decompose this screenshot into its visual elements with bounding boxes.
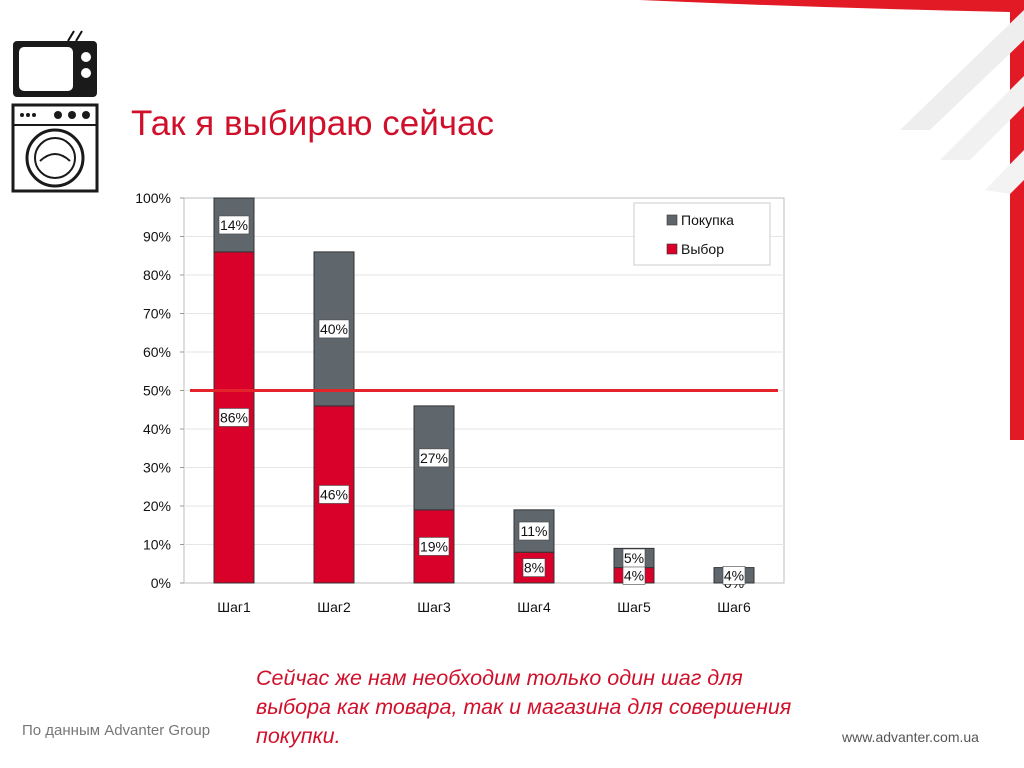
data-label-box — [722, 565, 746, 585]
y-tick-label: 40% — [143, 421, 171, 437]
tv-icon — [13, 30, 97, 97]
y-tick-label: 80% — [143, 267, 171, 283]
x-tick-label: Шаг6 — [717, 599, 751, 615]
data-label-box — [518, 521, 550, 541]
data-label: 4% — [724, 567, 744, 583]
data-label: 8% — [524, 560, 544, 576]
data-label-box — [218, 408, 250, 427]
data-label: 27% — [420, 450, 448, 466]
summary-note: Сейчас же нам необходим только один шаг … — [256, 666, 792, 748]
x-tick-label: Шаг2 — [317, 599, 351, 615]
data-label-box — [318, 319, 350, 339]
y-tick-label: 100% — [135, 190, 171, 206]
x-tick-label: Шаг5 — [617, 599, 651, 615]
y-tick-label: 50% — [143, 383, 171, 399]
legend-entry: Выбор — [681, 241, 724, 257]
x-tick-label: Шаг4 — [517, 599, 551, 615]
website-url: www.advanter.com.ua — [842, 729, 979, 745]
data-label: 5% — [624, 550, 644, 566]
x-tick-label: Шаг3 — [417, 599, 451, 615]
data-label-box — [418, 537, 450, 556]
y-tick-label: 20% — [143, 498, 171, 514]
legend-swatch — [666, 243, 678, 255]
data-label: 40% — [320, 321, 348, 337]
y-tick-label: 10% — [143, 537, 171, 553]
data-label-box — [622, 548, 646, 568]
data-label-box — [318, 485, 350, 504]
slide-title: Так я выбираю сейчас — [131, 104, 494, 143]
data-label: 19% — [420, 538, 448, 554]
y-tick-label: 90% — [143, 229, 171, 245]
legend — [633, 202, 771, 266]
data-label-box — [218, 215, 250, 235]
data-label: 86% — [220, 409, 248, 425]
data-label-box — [522, 558, 546, 577]
y-tick-label: 60% — [143, 344, 171, 360]
data-label-box — [418, 448, 450, 468]
washing-machine-icon — [11, 103, 99, 193]
data-label: 11% — [521, 523, 548, 539]
legend-entry: Покупка — [681, 212, 734, 228]
y-tick-label: 0% — [151, 575, 171, 591]
y-tick-label: 70% — [143, 306, 171, 322]
data-label: 4% — [624, 567, 644, 583]
data-label: 46% — [320, 486, 348, 502]
y-tick-label: 30% — [143, 460, 171, 476]
legend-swatch — [666, 214, 678, 226]
source-caption: По данным Advanter Group — [22, 722, 211, 739]
x-tick-label: Шаг1 — [217, 599, 251, 615]
appliance-icons — [11, 30, 99, 193]
data-label: 14% — [220, 217, 248, 233]
